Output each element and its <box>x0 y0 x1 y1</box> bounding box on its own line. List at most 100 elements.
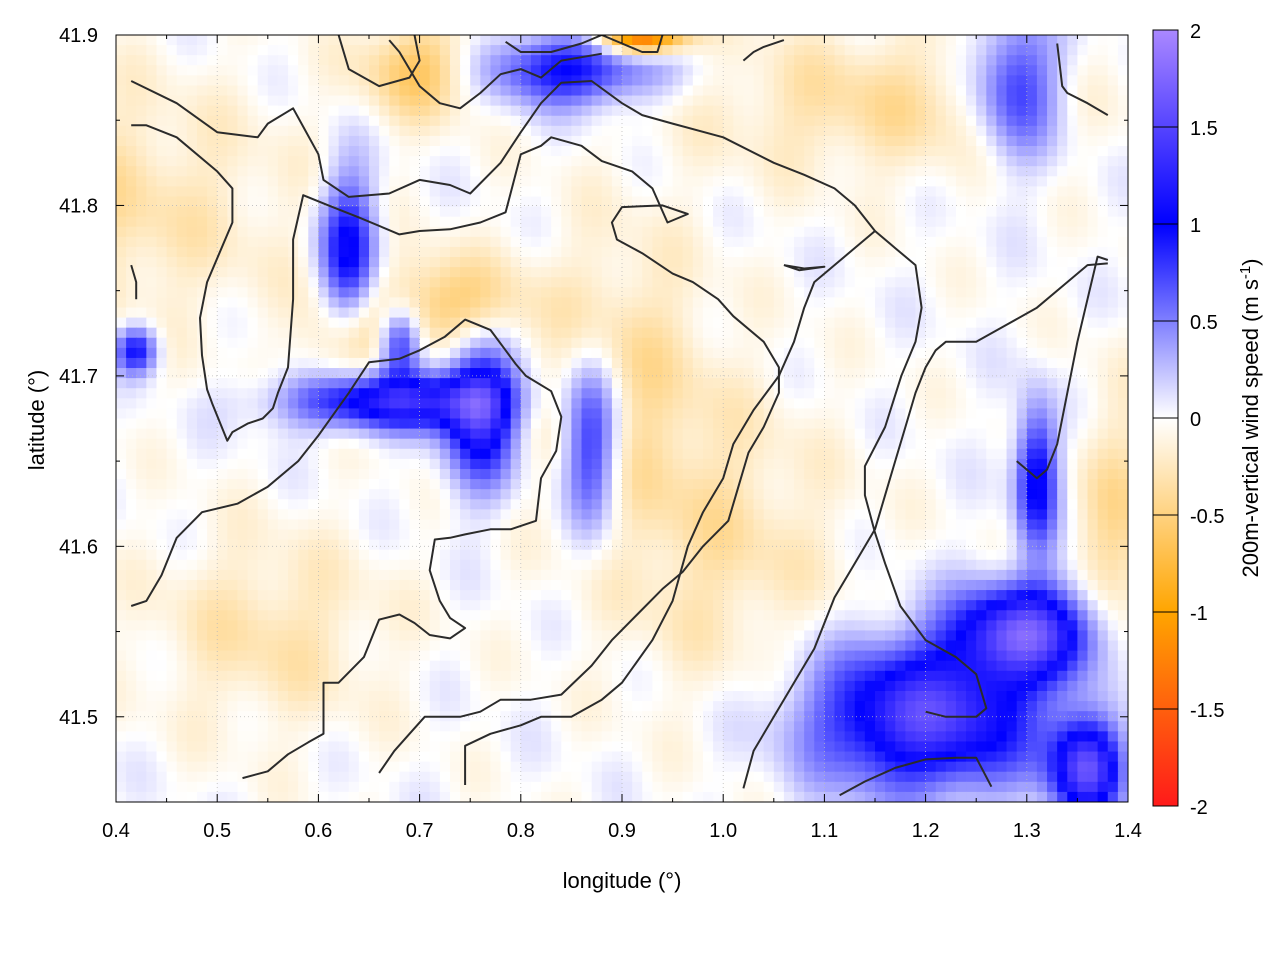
heatmap-cell <box>976 246 987 258</box>
heatmap-cell <box>237 357 249 369</box>
heatmap-cell <box>490 246 502 258</box>
heatmap-cell <box>318 357 330 369</box>
heatmap-cell <box>439 438 451 450</box>
heatmap-cell <box>176 368 188 379</box>
heatmap-cell <box>1016 105 1028 117</box>
heatmap-cell <box>1107 317 1119 329</box>
heatmap-cell <box>308 428 319 440</box>
heatmap-cell <box>358 105 370 117</box>
heatmap-cell <box>490 347 502 359</box>
heatmap-cell <box>419 146 431 157</box>
heatmap-cell <box>460 146 471 157</box>
heatmap-cell <box>176 35 188 46</box>
heatmap-cell <box>672 196 684 208</box>
heatmap-cell <box>672 438 684 450</box>
heatmap-cell <box>996 125 1008 137</box>
heatmap-cell <box>1087 489 1099 500</box>
heatmap-cell <box>571 115 583 127</box>
heatmap-cell <box>136 176 147 187</box>
heatmap-cell <box>146 75 158 87</box>
heatmap-cell <box>632 368 643 379</box>
heatmap-cell <box>976 479 987 490</box>
heatmap-cell <box>257 156 269 167</box>
heatmap-cell <box>156 206 168 218</box>
heatmap-cell <box>702 347 714 359</box>
heatmap-cell <box>227 489 239 500</box>
heatmap-cell <box>824 176 836 187</box>
heatmap-cell <box>409 408 421 420</box>
heatmap-cell <box>267 55 279 66</box>
heatmap-cell <box>1097 105 1109 117</box>
heatmap-cell <box>895 35 906 46</box>
heatmap-cell <box>389 418 400 430</box>
heatmap-cell <box>328 115 340 127</box>
heatmap-cell <box>925 388 937 399</box>
heatmap-cell <box>288 428 299 440</box>
heatmap-cell <box>1057 166 1068 177</box>
heatmap-cell <box>1047 489 1058 500</box>
heatmap-cell <box>763 226 775 238</box>
heatmap-cell <box>601 448 613 460</box>
heatmap-cell <box>480 468 492 480</box>
heatmap-cell <box>146 156 158 167</box>
heatmap-cell <box>652 35 664 46</box>
heatmap-cell <box>733 135 745 147</box>
heatmap-cell <box>399 509 411 521</box>
heatmap-cell <box>976 55 987 66</box>
heatmap-cell <box>429 105 441 117</box>
heatmap-cell <box>490 45 502 56</box>
heatmap-cell <box>955 115 967 127</box>
heatmap-cell <box>348 529 360 541</box>
heatmap-cell <box>196 418 208 430</box>
heatmap-cell <box>338 388 350 399</box>
heatmap-cell <box>905 378 917 389</box>
heatmap-cell <box>551 146 562 157</box>
heatmap-cell <box>267 65 279 76</box>
heatmap-cell <box>480 327 492 339</box>
heatmap-cell <box>551 479 562 490</box>
heatmap-cell <box>733 75 745 87</box>
heatmap-cell <box>611 65 623 76</box>
heatmap-cell <box>176 438 188 450</box>
heatmap-cell <box>449 458 461 470</box>
heatmap-cell <box>854 115 866 127</box>
heatmap-cell <box>773 529 785 541</box>
heatmap-cell <box>379 146 390 157</box>
heatmap-cell <box>652 65 664 76</box>
heatmap-cell <box>713 45 724 56</box>
heatmap-cell <box>1077 267 1089 278</box>
heatmap-cell <box>510 135 522 147</box>
heatmap-cell <box>217 226 228 238</box>
heatmap-cell <box>571 206 583 218</box>
heatmap-cell <box>146 125 158 137</box>
heatmap-cell <box>1057 287 1068 298</box>
heatmap-cell <box>966 55 977 66</box>
heatmap-cell <box>834 226 846 238</box>
heatmap-cell <box>672 246 684 258</box>
heatmap-cell <box>1006 105 1018 117</box>
heatmap-cell <box>530 428 542 440</box>
heatmap-cell <box>429 438 441 450</box>
heatmap-cell <box>1087 166 1099 177</box>
heatmap-cell <box>571 499 583 510</box>
heatmap-cell <box>955 196 967 208</box>
heatmap-cell <box>976 176 987 187</box>
heatmap-cell <box>217 105 228 117</box>
heatmap-cell <box>439 347 451 359</box>
heatmap-cell <box>1036 408 1048 420</box>
heatmap-cell <box>369 146 380 157</box>
heatmap-cell <box>328 146 340 157</box>
heatmap-cell <box>672 418 684 430</box>
heatmap-cell <box>217 378 228 389</box>
heatmap-cell <box>277 479 289 490</box>
heatmap-cell <box>449 277 461 288</box>
heatmap-cell <box>1047 327 1058 339</box>
heatmap-cell <box>237 65 249 76</box>
heatmap-cell <box>682 45 694 56</box>
heatmap-cell <box>429 418 441 430</box>
heatmap-cell <box>1006 226 1018 238</box>
heatmap-cell <box>753 75 765 87</box>
heatmap-cell <box>429 287 441 298</box>
heatmap-cell <box>844 509 856 521</box>
heatmap-cell <box>146 55 158 66</box>
